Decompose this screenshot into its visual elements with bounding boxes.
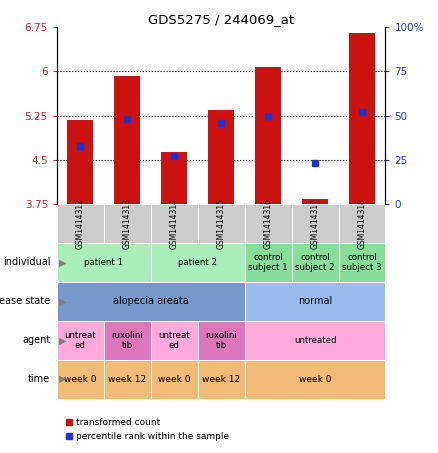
Text: normal: normal <box>298 296 332 306</box>
Text: disease state: disease state <box>0 296 50 306</box>
Bar <box>292 204 339 243</box>
Bar <box>292 243 339 282</box>
Text: GSM1414313: GSM1414313 <box>123 198 132 249</box>
Bar <box>57 360 104 399</box>
Text: week 12: week 12 <box>108 375 146 384</box>
Text: untreat
ed: untreat ed <box>64 331 96 350</box>
Bar <box>349 33 375 204</box>
Text: patient 1: patient 1 <box>85 258 124 267</box>
Bar <box>151 360 198 399</box>
Bar <box>208 110 234 204</box>
Bar <box>161 152 187 204</box>
Text: patient 2: patient 2 <box>178 258 217 267</box>
Bar <box>104 204 151 243</box>
Text: individual: individual <box>3 257 50 267</box>
Text: time: time <box>28 374 50 384</box>
Bar <box>255 67 281 204</box>
Bar <box>302 199 328 204</box>
Text: agent: agent <box>22 335 50 345</box>
Text: control
subject 2: control subject 2 <box>295 253 335 272</box>
Text: control
subject 3: control subject 3 <box>342 253 382 272</box>
Text: week 0: week 0 <box>158 375 191 384</box>
Bar <box>57 282 245 321</box>
Text: alopecia areata: alopecia areata <box>113 296 189 306</box>
Bar <box>245 204 292 243</box>
Text: ruxolini
tib: ruxolini tib <box>205 331 237 350</box>
Bar <box>151 243 245 282</box>
Legend: transformed count, percentile rank within the sample: transformed count, percentile rank withi… <box>61 415 233 444</box>
Text: GSM1414315: GSM1414315 <box>217 198 226 249</box>
Text: control
subject 1: control subject 1 <box>248 253 288 272</box>
Bar <box>151 204 198 243</box>
Bar <box>245 321 385 360</box>
Bar <box>339 204 385 243</box>
Bar <box>104 321 151 360</box>
Text: week 0: week 0 <box>299 375 331 384</box>
Bar <box>104 360 151 399</box>
Bar <box>198 360 245 399</box>
Text: untreat
ed: untreat ed <box>159 331 190 350</box>
Bar <box>339 243 385 282</box>
Text: GSM1414312: GSM1414312 <box>76 198 85 249</box>
Text: GSM1414317: GSM1414317 <box>311 198 320 249</box>
Bar <box>198 204 245 243</box>
Text: week 12: week 12 <box>202 375 240 384</box>
Text: GSM1414318: GSM1414318 <box>357 198 367 249</box>
Bar <box>245 243 292 282</box>
Bar <box>245 360 385 399</box>
Text: ▶: ▶ <box>59 257 66 267</box>
Text: week 0: week 0 <box>64 375 97 384</box>
Text: ▶: ▶ <box>59 296 66 306</box>
Bar <box>57 243 151 282</box>
Bar <box>198 321 245 360</box>
Bar <box>67 120 93 204</box>
Text: untreated: untreated <box>294 336 336 345</box>
Text: GSM1414316: GSM1414316 <box>264 198 272 249</box>
Bar <box>245 282 385 321</box>
Text: ruxolini
tib: ruxolini tib <box>111 331 143 350</box>
Text: GSM1414314: GSM1414314 <box>170 198 179 249</box>
Bar <box>57 321 104 360</box>
Bar <box>114 76 140 204</box>
Bar <box>151 321 198 360</box>
Bar <box>57 204 104 243</box>
Text: ▶: ▶ <box>59 335 66 345</box>
Text: ▶: ▶ <box>59 374 66 384</box>
Title: GDS5275 / 244069_at: GDS5275 / 244069_at <box>148 13 294 26</box>
